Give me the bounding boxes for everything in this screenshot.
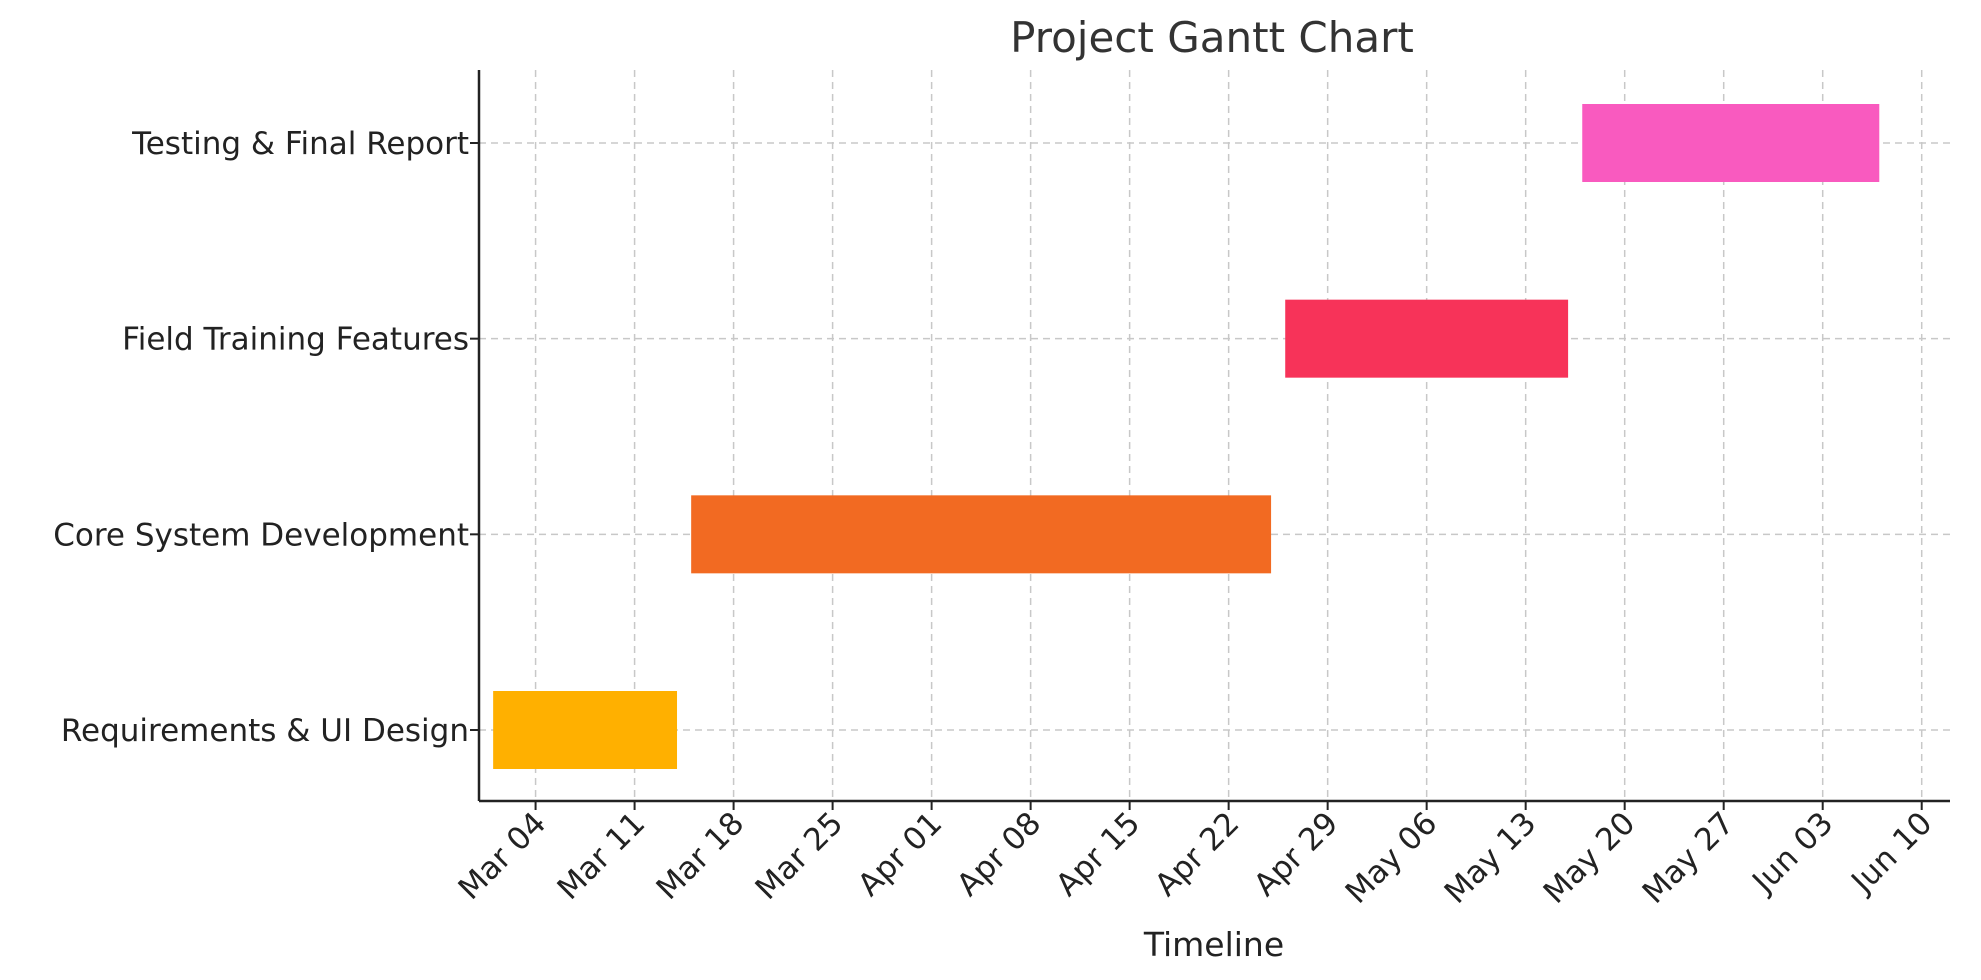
task-bars [493,104,1880,769]
x-tick-label: Mar 18 [650,805,752,907]
x-axis-label: Timeline [1143,925,1284,964]
x-tick-label: Apr 29 [1247,805,1345,903]
task-bar [1582,104,1880,182]
chart-title: Project Gantt Chart [1010,13,1414,62]
task-label: Testing & Final Report [131,126,469,162]
x-tick-label: Apr 15 [1049,805,1147,903]
x-tick-label: May 20 [1537,805,1643,911]
axes [470,70,1950,810]
task-bar [493,691,678,769]
x-tick-label: Mar 25 [749,805,851,907]
task-label: Requirements & UI Design [61,713,469,749]
task-bar [1285,299,1569,378]
x-tick-label: Apr 01 [851,805,949,903]
x-tick-label: Mar 11 [551,805,653,907]
x-tick-label: Apr 08 [950,805,1048,903]
task-label: Core System Development [53,517,469,553]
x-tick-label: Jun 10 [1843,805,1939,901]
x-tick-label: Apr 22 [1148,805,1246,903]
task-labels: Requirements & UI Design Core System Deve… [53,126,469,749]
x-tick-label: May 27 [1636,805,1742,911]
task-bar [691,495,1272,574]
x-tick-label: May 13 [1438,805,1544,911]
x-tick-label: Mar 04 [452,805,554,907]
task-label: Field Training Features [122,322,469,358]
x-tick-label: Jun 03 [1744,805,1840,901]
x-tick-label: May 06 [1339,805,1445,911]
